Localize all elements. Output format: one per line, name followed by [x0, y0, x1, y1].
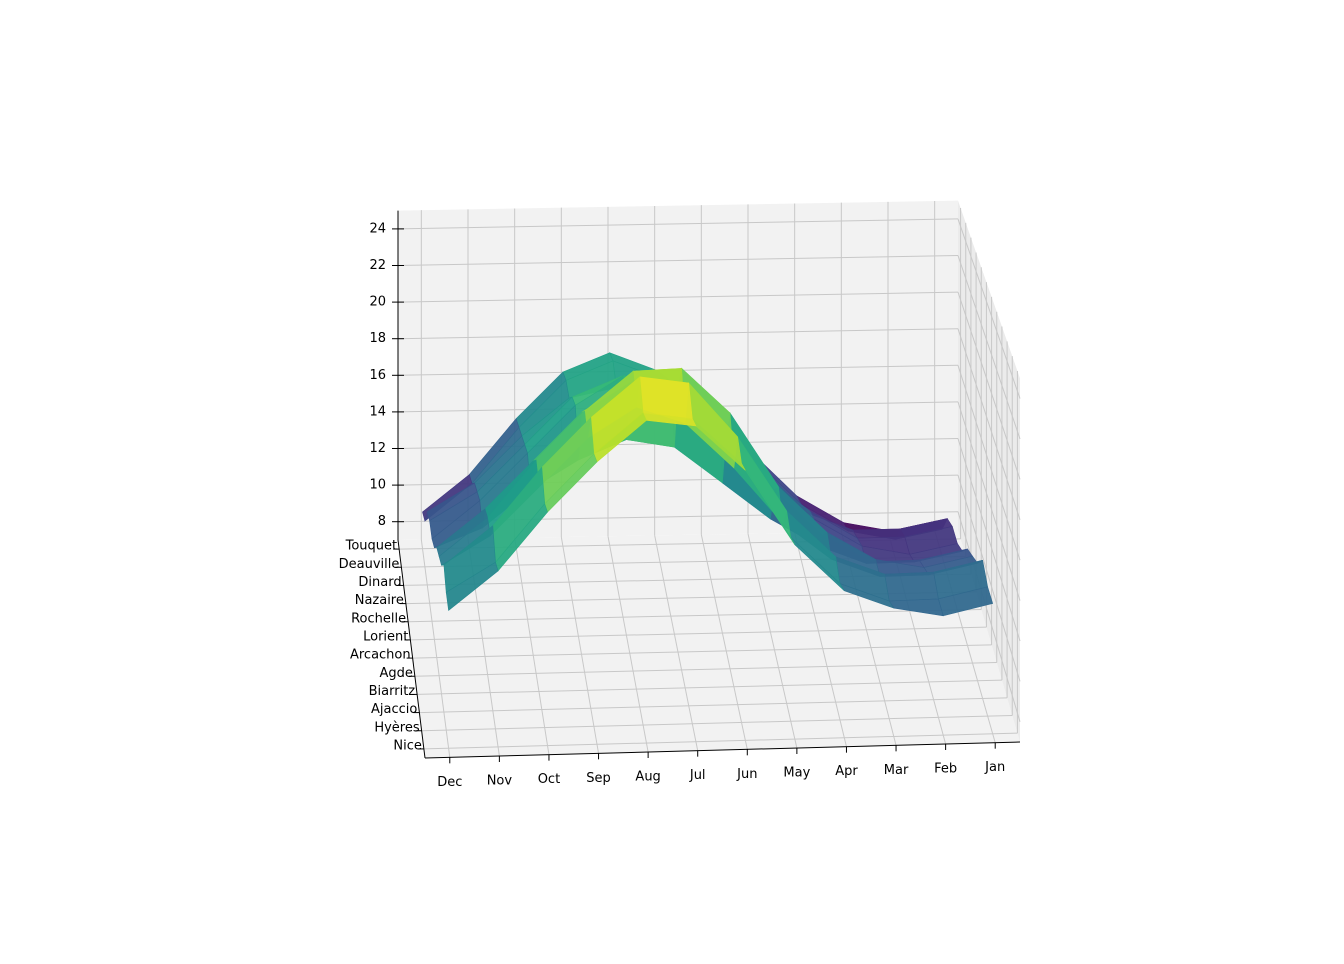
grid-line [957, 255, 1021, 440]
grid-line [957, 328, 1021, 520]
grid-line [417, 679, 1002, 695]
y-tick-label: Deauville [339, 557, 400, 572]
y-tick-label: Hyères [374, 720, 420, 735]
x-tick-label: Feb [934, 762, 957, 777]
grid-line [397, 328, 959, 340]
y-tick-label: Touquet [345, 539, 398, 554]
grid-line [420, 539, 451, 758]
grid-line [794, 532, 847, 747]
grid-line [747, 533, 798, 749]
grid-line [607, 536, 649, 753]
y-axis-line [397, 539, 426, 759]
x-tick-label: Aug [635, 770, 660, 785]
z-tick-label: 22 [369, 258, 386, 273]
z-tick-label: 14 [369, 404, 386, 419]
y-tick-label: Biarritz [369, 684, 416, 699]
grid-line [957, 474, 1021, 682]
x-tick-label: Apr [835, 764, 858, 779]
z-tick-label: 16 [369, 368, 386, 383]
z-tick-label: 24 [369, 221, 386, 236]
grid-line [700, 534, 748, 750]
z-tick-label: 18 [369, 331, 386, 346]
grid-line [414, 662, 997, 677]
grid-line [560, 536, 600, 754]
grid-line [957, 218, 1021, 399]
grid-line [957, 291, 1021, 480]
surface-face [852, 528, 906, 539]
grid-line [957, 365, 1021, 561]
grid-line [397, 218, 959, 230]
y-tick-label: Nazaire [355, 593, 404, 608]
grid-line [514, 537, 550, 755]
z-tick-label: 12 [369, 441, 386, 456]
grid-line [957, 511, 1021, 722]
y-tick-label: Rochelle [351, 611, 406, 626]
grid-line [957, 438, 1021, 642]
x-axis-line [424, 741, 1021, 759]
x-tick-label: Jan [984, 760, 1005, 775]
grid-line [957, 401, 1021, 601]
surface-face [639, 376, 693, 420]
grid-line [421, 715, 1013, 732]
y-tick-label: Agde [379, 666, 412, 681]
x-tick-label: Oct [538, 772, 560, 787]
surface-face [445, 561, 499, 611]
z-tick-label: 20 [369, 295, 386, 310]
y-tick-label: Ajaccio [371, 702, 417, 717]
y-tick-label: Nice [393, 738, 421, 753]
x-tick-label: Dec [437, 775, 462, 790]
y-tick-label: Lorient [363, 629, 408, 644]
surface-face [884, 571, 939, 602]
side-pane [958, 200, 1020, 743]
x-tick-label: Mar [884, 763, 909, 778]
z-tick-label: 8 [378, 514, 386, 529]
grid-line [410, 626, 987, 641]
grid-line [654, 535, 699, 751]
grid-line [397, 255, 959, 266]
grid-line [412, 644, 992, 659]
grid-line [408, 609, 982, 623]
grid-line [423, 732, 1018, 750]
x-tick-label: Sep [586, 771, 611, 786]
y-tick-label: Dinard [358, 575, 401, 590]
grid-line [397, 291, 959, 303]
grid-line [419, 697, 1008, 714]
x-tick-label: May [783, 766, 810, 781]
x-tick-label: Nov [487, 774, 513, 789]
x-tick-label: Jun [736, 767, 757, 782]
x-tick-label: Jul [689, 768, 706, 783]
z-tick-label: 10 [369, 478, 386, 493]
y-tick-label: Arcachon [350, 648, 411, 663]
